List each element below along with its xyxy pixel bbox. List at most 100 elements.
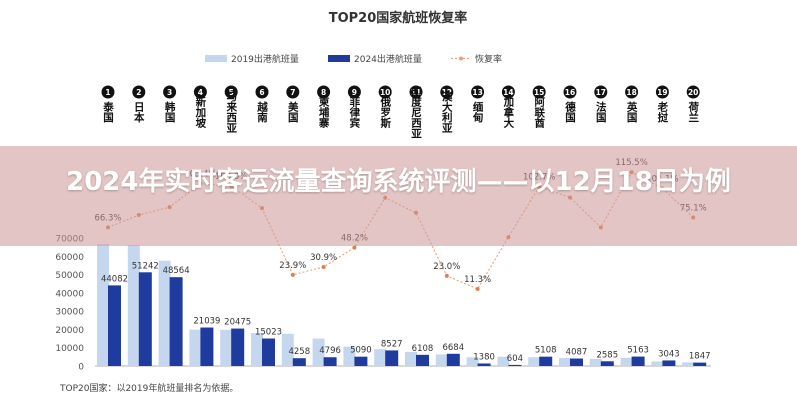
rank-badge	[532, 85, 546, 99]
bar-2024	[539, 356, 553, 366]
bar-value-label: 3043	[658, 349, 680, 359]
rate-point	[475, 286, 480, 291]
rank-number: 4	[198, 88, 203, 97]
bar-2019	[343, 346, 356, 366]
bar-2019	[251, 333, 263, 366]
rate-point	[444, 273, 449, 278]
bar-2019	[559, 357, 571, 366]
bar-2024	[292, 358, 306, 366]
bar-2024	[108, 285, 121, 366]
y-tick-label: 20000	[55, 326, 84, 336]
bars: 44082 51242 48564 21039 20475 15023 4258 4796 50…	[97, 244, 711, 366]
bar-2019	[312, 338, 325, 366]
rank-number: 15	[534, 88, 544, 97]
y-tick-label: 60000	[55, 253, 84, 263]
bar-2019	[189, 329, 202, 366]
rank-badge	[440, 85, 454, 99]
country-label: 德国	[564, 101, 576, 124]
bar-2019	[620, 357, 633, 366]
country-label: 加拿大	[502, 95, 514, 128]
legend: 2019出港航班量 2024出港航班量 恢复率	[205, 53, 502, 65]
rank-number: 11	[411, 88, 421, 97]
rank-number: 6	[259, 88, 264, 97]
bar-2024	[138, 272, 152, 366]
legend-marker-rate	[459, 56, 463, 61]
rank-number: 17	[596, 88, 606, 97]
bar-2019	[466, 357, 479, 366]
rank-number: 8	[321, 88, 326, 97]
bar-2019	[651, 361, 664, 366]
rank-badge	[501, 85, 515, 99]
bar-2024	[385, 350, 399, 366]
rate-label: 30.9%	[310, 253, 337, 263]
rank-badge	[655, 85, 669, 99]
bar-2019	[435, 354, 448, 366]
rank-badge	[563, 85, 577, 99]
country-label: 英国	[626, 101, 638, 124]
country-label: 俄罗斯	[379, 95, 391, 128]
bar-value-label: 6684	[442, 343, 464, 353]
rate-label: 11.3%	[464, 275, 491, 285]
country-label: 马来西亚	[225, 91, 237, 133]
bar-value-label: 1847	[689, 352, 711, 362]
country-label: 新加坡	[194, 95, 206, 128]
bar-2019	[158, 260, 171, 366]
rank-badge	[286, 85, 300, 99]
country-label: 日本	[133, 102, 145, 124]
rank-number: 14	[503, 88, 513, 97]
country-label: 缅甸	[472, 101, 484, 124]
rank-badge	[255, 85, 269, 99]
rank-badge	[317, 85, 331, 99]
rank-number: 18	[626, 88, 636, 97]
bar-2024	[631, 356, 645, 366]
legend-swatch-2019	[205, 55, 227, 62]
rank-number: 5	[229, 88, 234, 97]
bar-value-label: 5163	[627, 346, 649, 356]
bar-2024	[570, 358, 583, 366]
legend-label-2024: 2024出港航班量	[354, 53, 422, 65]
bar-2024	[231, 328, 245, 366]
bar-2024	[200, 327, 214, 366]
country-label: 越南	[256, 101, 268, 124]
rank-number: 16	[565, 88, 575, 97]
bar-value-label: 8527	[381, 339, 403, 349]
rank-badge	[132, 85, 146, 99]
title-banner	[0, 146, 797, 246]
bar-2024	[323, 357, 337, 366]
legend-swatch-2024	[328, 55, 350, 62]
bar-2019	[374, 349, 387, 366]
country-label: 印度尼西亚	[410, 86, 422, 139]
rate-point	[290, 272, 295, 277]
rank-badge	[101, 85, 115, 99]
rank-badge	[625, 85, 639, 99]
y-tick-label: 50000	[55, 271, 84, 281]
bar-value-label: 44082	[101, 274, 128, 284]
bar-value-label: 2585	[596, 350, 618, 360]
country-label: 老挝	[656, 101, 668, 124]
bar-2024	[693, 362, 707, 366]
bar-2019	[589, 358, 602, 366]
bar-value-label: 21039	[193, 317, 220, 327]
country-label: 柬埔寨	[318, 95, 330, 128]
rate-point	[352, 245, 357, 250]
bar-2024	[662, 360, 676, 366]
bar-value-label: 1380	[473, 352, 495, 362]
rank-badge	[347, 85, 361, 99]
bar-2024	[446, 353, 460, 366]
bar-value-label: 5090	[350, 346, 372, 356]
country-label: 阿联酋	[533, 96, 545, 128]
rank-number: 2	[136, 88, 141, 97]
bar-2019	[127, 244, 140, 366]
rank-badge	[163, 85, 177, 99]
bar-2024	[600, 361, 614, 366]
rank-number: 13	[472, 88, 482, 97]
bar-value-label: 4258	[288, 347, 310, 357]
country-label: 澳大利亚	[441, 90, 453, 133]
bar-2024	[354, 356, 368, 366]
bar-2024	[262, 338, 275, 366]
y-tick-label: 40000	[55, 289, 84, 299]
country-label: 法国	[595, 101, 607, 124]
rate-label: 23.0%	[433, 262, 460, 272]
rank-badge	[193, 85, 207, 99]
bar-2019	[528, 357, 541, 366]
